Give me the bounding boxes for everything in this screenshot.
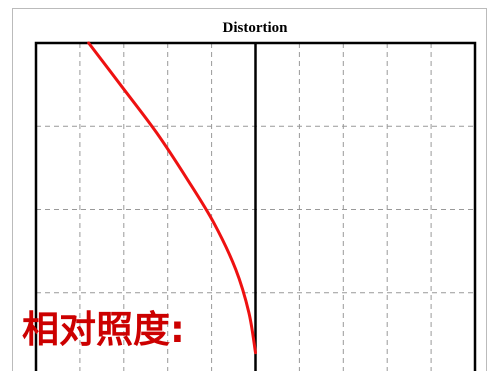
distortion-curve-series-0 bbox=[87, 41, 257, 355]
chart-title: Distortion bbox=[223, 20, 289, 36]
plot-frame bbox=[34, 41, 477, 371]
series-layer bbox=[87, 41, 257, 355]
relative-illumination-caption: 相对照度: bbox=[22, 308, 185, 351]
outer-border bbox=[12, 8, 487, 371]
